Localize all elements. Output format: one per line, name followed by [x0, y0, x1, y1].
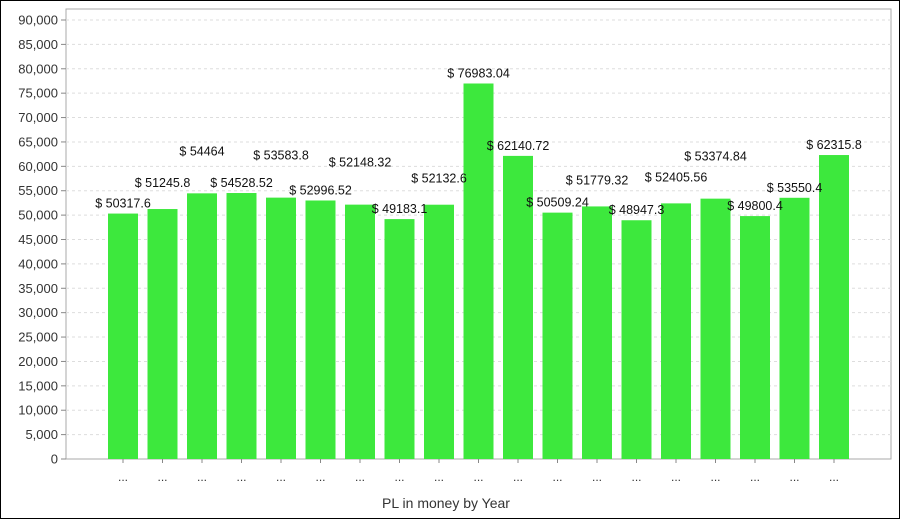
data-label: $ 49183.1	[372, 202, 428, 216]
y-tick-label: 90,000	[18, 13, 58, 28]
data-label: $ 49800.4	[727, 199, 783, 213]
x-tick-label: ...	[631, 470, 641, 484]
y-tick-label: 15,000	[18, 378, 58, 393]
bar[interactable]	[503, 155, 533, 460]
x-tick-label: ...	[355, 470, 365, 484]
bar[interactable]	[147, 209, 178, 459]
data-label: $ 50509.24	[526, 196, 589, 210]
x-tick-label: ...	[276, 470, 286, 484]
data-label: $ 53374.84	[684, 150, 747, 164]
y-tick-label: 50,000	[18, 208, 58, 223]
bar[interactable]	[345, 204, 375, 459]
bar[interactable]	[424, 204, 454, 459]
data-label: $ 52132.6	[411, 172, 467, 186]
y-tick-label: 25,000	[18, 330, 58, 345]
x-tick-label: ...	[789, 470, 799, 484]
x-tick-label: ...	[513, 470, 523, 484]
bar[interactable]	[740, 216, 770, 459]
x-tick-label: ...	[829, 470, 839, 484]
x-axis-label: PL in money by Year	[382, 495, 510, 511]
bar[interactable]	[463, 83, 494, 459]
x-tick-label: ...	[434, 470, 444, 484]
y-tick-label: 35,000	[18, 281, 58, 296]
x-tick-label: ...	[236, 470, 246, 484]
x-tick-label: ...	[592, 470, 602, 484]
y-tick-label: 30,000	[18, 305, 58, 320]
y-tick-label: 45,000	[18, 232, 58, 247]
data-label: $ 54464	[179, 144, 224, 158]
x-tick-label: ...	[552, 470, 562, 484]
y-tick-label: 70,000	[18, 110, 58, 125]
bar[interactable]	[226, 193, 257, 459]
x-tick-label: ...	[197, 470, 207, 484]
data-label: $ 76983.04	[447, 66, 510, 80]
bar[interactable]	[621, 220, 652, 459]
x-tick-label: ...	[394, 470, 404, 484]
data-label: $ 51245.8	[135, 176, 191, 190]
data-label: $ 54528.52	[210, 176, 273, 190]
y-tick-label: 40,000	[18, 256, 58, 271]
data-label: $ 52996.52	[289, 183, 352, 197]
y-tick-label: 85,000	[18, 37, 58, 52]
bar[interactable]	[266, 197, 296, 459]
y-tick-label: 0	[51, 452, 58, 467]
data-label: $ 52148.32	[329, 156, 392, 170]
bar[interactable]	[305, 200, 336, 459]
data-label: $ 53583.8	[253, 149, 309, 163]
x-tick-label: ...	[710, 470, 720, 484]
data-label: $ 62140.72	[487, 139, 550, 153]
x-tick-label: ...	[750, 470, 760, 484]
y-tick-label: 5,000	[25, 427, 58, 442]
bar[interactable]	[700, 198, 731, 459]
x-tick-label: ...	[473, 470, 483, 484]
bar[interactable]	[542, 212, 573, 459]
bar[interactable]	[779, 197, 810, 460]
y-tick-label: 75,000	[18, 86, 58, 101]
y-tick-label: 65,000	[18, 134, 58, 149]
data-label: $ 50317.6	[95, 197, 151, 211]
bar[interactable]	[661, 203, 691, 459]
y-tick-label: 20,000	[18, 354, 58, 369]
data-label: $ 51779.32	[566, 173, 629, 187]
x-tick-label: ...	[118, 470, 128, 484]
data-label: $ 53550.4	[767, 181, 823, 195]
y-tick-label: 80,000	[18, 61, 58, 76]
y-tick-label: 10,000	[18, 403, 58, 418]
y-tick-label: 60,000	[18, 159, 58, 174]
data-label: $ 48947.3	[609, 203, 665, 217]
x-tick-label: ...	[671, 470, 681, 484]
bar[interactable]	[384, 219, 415, 459]
x-tick-label: ...	[315, 470, 325, 484]
bar[interactable]	[187, 193, 217, 459]
x-tick-label: ...	[157, 470, 167, 484]
y-tick-label: 55,000	[18, 183, 58, 198]
data-label: $ 52405.56	[645, 170, 708, 184]
bar[interactable]	[819, 155, 849, 460]
bar[interactable]	[108, 213, 138, 459]
data-label: $ 62315.8	[806, 138, 862, 152]
bar[interactable]	[582, 206, 612, 459]
